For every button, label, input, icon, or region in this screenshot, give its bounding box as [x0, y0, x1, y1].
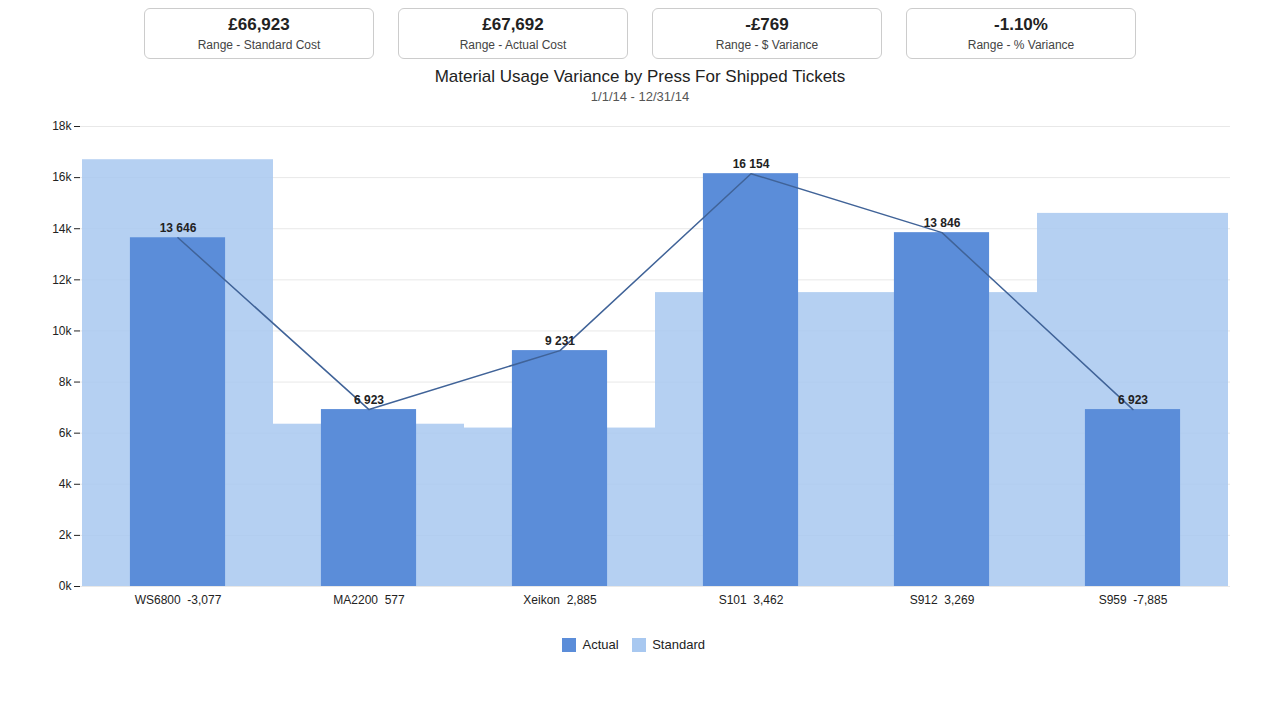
svg-text:6 923: 6 923: [354, 393, 384, 407]
svg-text:9 231: 9 231: [545, 334, 575, 348]
svg-text:Xeikon 2,885: Xeikon 2,885: [523, 593, 597, 607]
html-text:£67,692: £67,692: [482, 15, 544, 34]
html-text:£66,923: £66,923: [228, 15, 290, 34]
html-text:-1.10%: -1.10%: [994, 15, 1048, 34]
html-text:Range - Actual Cost: Range - Actual Cost: [459, 38, 567, 52]
html-text:Range - Standard Cost: Range - Standard Cost: [197, 38, 321, 52]
svg-text:14k: 14k: [52, 222, 72, 236]
html-text:1/1/14 - 12/31/14: 1/1/14 - 12/31/14: [590, 89, 690, 104]
svg-text:2k: 2k: [59, 528, 73, 542]
svg-text:0k: 0k: [59, 579, 73, 593]
html-text:Range - $ Variance: Range - $ Variance: [715, 38, 819, 52]
svg-text:S959 -7,885: S959 -7,885: [1099, 593, 1168, 607]
svg-text:16 154: 16 154: [733, 157, 770, 171]
svg-text:WS6800 -3,077: WS6800 -3,077: [135, 593, 222, 607]
svg-text:10k: 10k: [52, 324, 72, 338]
svg-text:13 646: 13 646: [160, 221, 197, 235]
html-text:-£769: -£769: [745, 15, 789, 34]
svg-text:16k: 16k: [52, 170, 72, 184]
svg-text:S912 3,269: S912 3,269: [910, 593, 975, 607]
html-text:Range - % Variance: Range - % Variance: [967, 38, 1075, 52]
svg-text:6 923: 6 923: [1118, 393, 1148, 407]
svg-text:12k: 12k: [52, 273, 72, 287]
svg-text:4k: 4k: [59, 477, 73, 491]
html-text:Standard: Standard: [652, 637, 705, 652]
svg-text:6k: 6k: [59, 426, 73, 440]
svg-text:MA2200 577: MA2200 577: [333, 593, 405, 607]
html-text:Material Usage Variance by Pre: Material Usage Variance by Press For Shi…: [434, 67, 846, 86]
svg-text:18k: 18k: [52, 119, 72, 133]
svg-text:S101 3,462: S101 3,462: [719, 593, 784, 607]
html-text:Actual: Actual: [582, 637, 619, 652]
svg-text:13 846: 13 846: [924, 216, 961, 230]
svg-text:8k: 8k: [59, 375, 73, 389]
